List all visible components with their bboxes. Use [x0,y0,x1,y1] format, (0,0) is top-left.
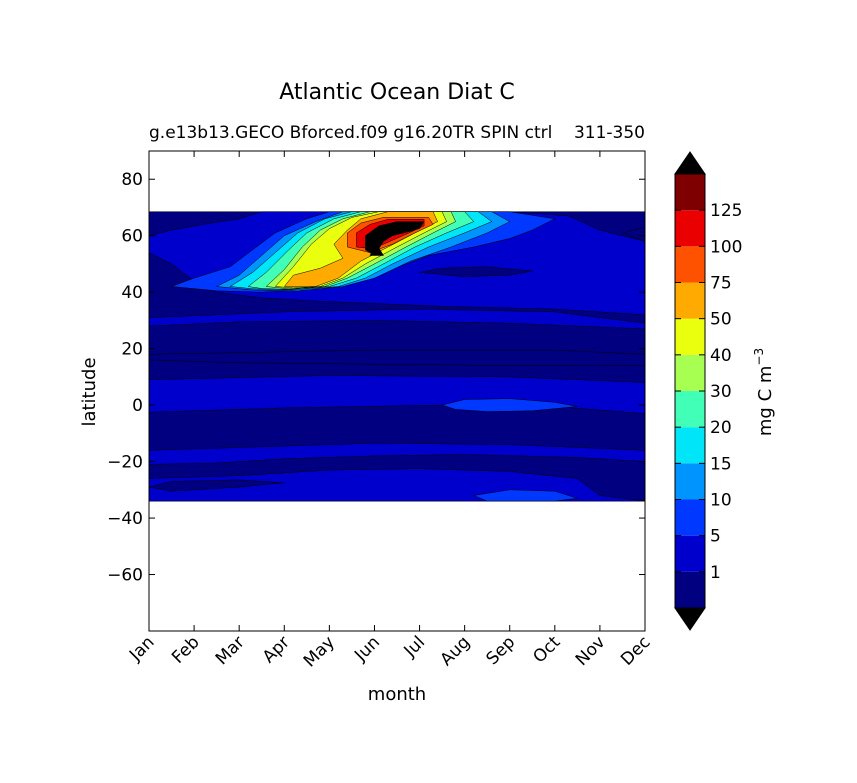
colorbar-segment [675,246,705,283]
x-tick-label: Jan [125,632,158,665]
y-tick-label: 20 [121,340,143,360]
x-axis-label: month [368,684,426,705]
colorbar-segment [675,499,705,536]
colorbar-tick-label: 20 [710,418,732,438]
chart-title: Atlantic Ocean Diat C [279,80,515,105]
colorbar-label-exponent: −3 [752,348,766,366]
colorbar-tick-label: 75 [710,274,732,294]
chart-subtitle-right: 311-350 [574,123,645,143]
colorbar-tick-label: 40 [710,346,732,366]
y-tick-label: −20 [107,453,143,473]
colorbar-tick-label: 30 [710,382,732,402]
colorbar-segment [675,571,705,608]
y-axis: 80 60 40 20 0 −20 −40 −60 [107,170,645,586]
y-tick-label: 40 [121,283,143,303]
contour-region-6 [149,349,645,366]
colorbar-segment [675,282,705,319]
colorbar-tick-label: 1 [710,563,721,583]
contour-region-7 [149,404,645,451]
x-tick-label: Apr [259,632,294,667]
colorbar-segment [675,318,705,355]
x-tick-label: Oct [529,632,564,667]
x-tick-label: Sep [482,632,519,669]
contour-region-11 [441,398,578,412]
contour-region-10 [622,226,645,242]
colorbar-extend-min [674,607,706,631]
contour-field [149,211,645,502]
x-tick-label: Nov [572,632,610,670]
y-tick-label: 80 [121,170,143,190]
y-tick-label: 60 [121,227,143,247]
y-tick-label: −40 [107,509,143,529]
colorbar-tick-label: 15 [710,454,732,474]
y-tick-label: 0 [132,396,143,416]
colorbar-segment [675,354,705,391]
contour-region-8 [149,479,285,492]
colorbar-tick-label: 50 [710,310,732,330]
y-axis-label: latitude [79,357,100,426]
colorbar-segment [675,463,705,500]
colorbar-tick-label: 10 [710,491,732,511]
colorbar-label-main: mg C m [755,366,776,437]
colorbar-segment [675,535,705,572]
colorbar-tick-label: 100 [710,237,742,257]
colorbar-tick-label: 5 [710,527,721,547]
x-tick-label: Jul [400,632,429,661]
x-tick-label: Mar [212,632,249,669]
contour-region-3 [149,308,645,330]
plot-frame [148,150,646,632]
x-tick-label: Feb [168,632,203,667]
contour-region-12 [473,489,578,502]
colorbar-tick-label: 125 [710,201,742,221]
colorbar-segment [675,174,705,211]
colorbar-label: mg C m−3 [752,348,776,436]
x-tick-label: Dec [617,632,654,669]
contour-region-24 [369,243,384,256]
x-tick-label: Aug [437,632,475,670]
colorbar [674,151,706,631]
x-tick-label: Jun [350,632,384,666]
contour-region-23 [369,222,420,238]
contour-region-9 [419,266,533,277]
colorbar-segment [675,427,705,464]
y-tick-label: −60 [107,566,143,586]
chart-subtitle-left: g.e13b13.GECO Bforced.f09 g16.20TR SPIN … [149,123,552,143]
colorbar-extend-max [674,151,706,175]
colorbar-segment [675,210,705,247]
colorbar-segment [675,391,705,428]
x-tick-label: May [300,632,339,671]
